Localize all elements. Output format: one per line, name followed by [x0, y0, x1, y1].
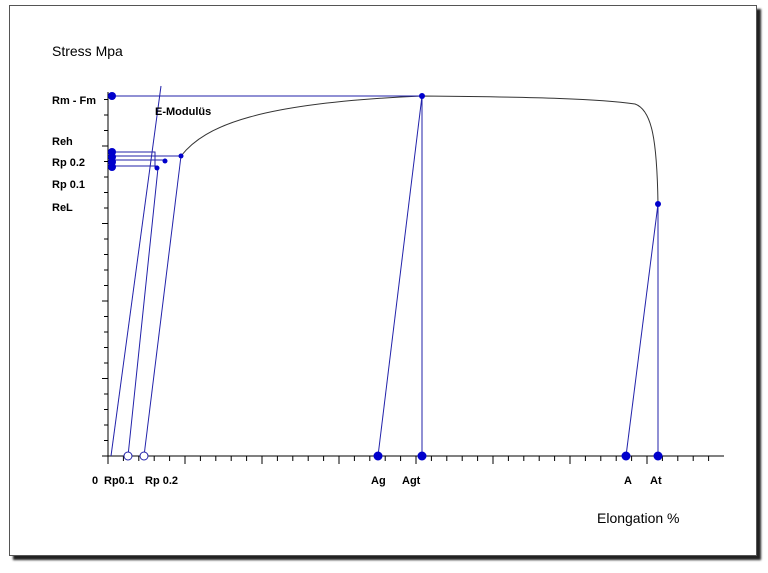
x-label-zero: 0: [92, 475, 98, 487]
at-marker: [653, 451, 663, 461]
y-label-reh: Reh: [52, 136, 73, 148]
a-marker: [621, 451, 631, 461]
x-axis-title: Elongation %: [597, 510, 680, 526]
y-label-rm: Rm - Fm: [52, 95, 96, 107]
diagram-frame: [9, 5, 757, 556]
x-label-a: A: [624, 475, 632, 487]
e-modulus-label: E-Modulüs: [155, 106, 211, 118]
x-label-rp01: Rp0.1: [104, 475, 134, 487]
ag-line: [377, 95, 423, 457]
x-label-agt: Agt: [402, 475, 421, 487]
stress-strain-curve: [180, 95, 659, 205]
y-label-rel: ReL: [52, 202, 73, 214]
y-axis-title: Stress Mpa: [52, 43, 123, 59]
rp02-offset-line: [143, 155, 182, 457]
rp01-hollow-marker: [123, 451, 133, 461]
construction-lines: [110, 85, 659, 457]
agt-marker: [417, 451, 427, 461]
a-line: [625, 203, 659, 457]
x-label-at: At: [650, 475, 662, 487]
rel-point: [154, 165, 160, 171]
x-label-ag: Ag: [371, 475, 386, 487]
rm-axis-marker: [108, 92, 116, 100]
y-axis-ticks: [102, 99, 108, 457]
rel-axis-marker: [108, 163, 116, 171]
rp02-hollow-marker: [139, 451, 149, 461]
y-label-rp01: Rp 0.1: [52, 179, 85, 191]
axes: [102, 92, 724, 464]
rp02-point: [178, 153, 184, 159]
x-axis-ticks: [107, 456, 710, 464]
rm-point: [419, 93, 425, 99]
rp01-offset-line: [127, 167, 159, 457]
rp01-point: [162, 158, 168, 164]
ag-marker: [373, 451, 383, 461]
e-modulus-line: [110, 85, 162, 457]
reh-line: [112, 151, 156, 168]
fracture-point: [655, 201, 661, 207]
y-label-rp02: Rp 0.2: [52, 157, 85, 169]
markers: [108, 92, 663, 461]
x-label-rp02: Rp 0.2: [145, 475, 178, 487]
